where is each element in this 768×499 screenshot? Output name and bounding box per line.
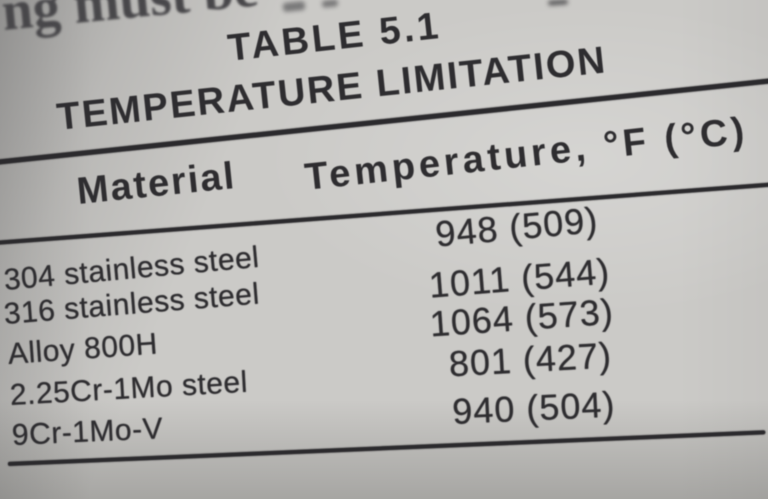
- cropped-body-text: ng must be: [0, 0, 260, 42]
- material-cell: 2.25Cr-1Mo steel: [9, 365, 249, 412]
- cropped-glyph-mark: [282, 0, 306, 13]
- column-header-material: Material: [74, 154, 238, 213]
- material-cell: 9Cr-1Mo-V: [11, 412, 164, 452]
- table-row: 9Cr-1Mo-V 940 (504): [11, 384, 616, 455]
- cropped-glyph-mark: [547, 0, 569, 6]
- table-row: Alloy 800H 1064 (573): [6, 291, 615, 374]
- cropped-glyph-mark: [321, 0, 339, 8]
- temperature-cell: 940 (504): [451, 383, 617, 432]
- material-cell: Alloy 800H: [6, 327, 159, 371]
- temperature-cell: 801 (427): [447, 334, 613, 385]
